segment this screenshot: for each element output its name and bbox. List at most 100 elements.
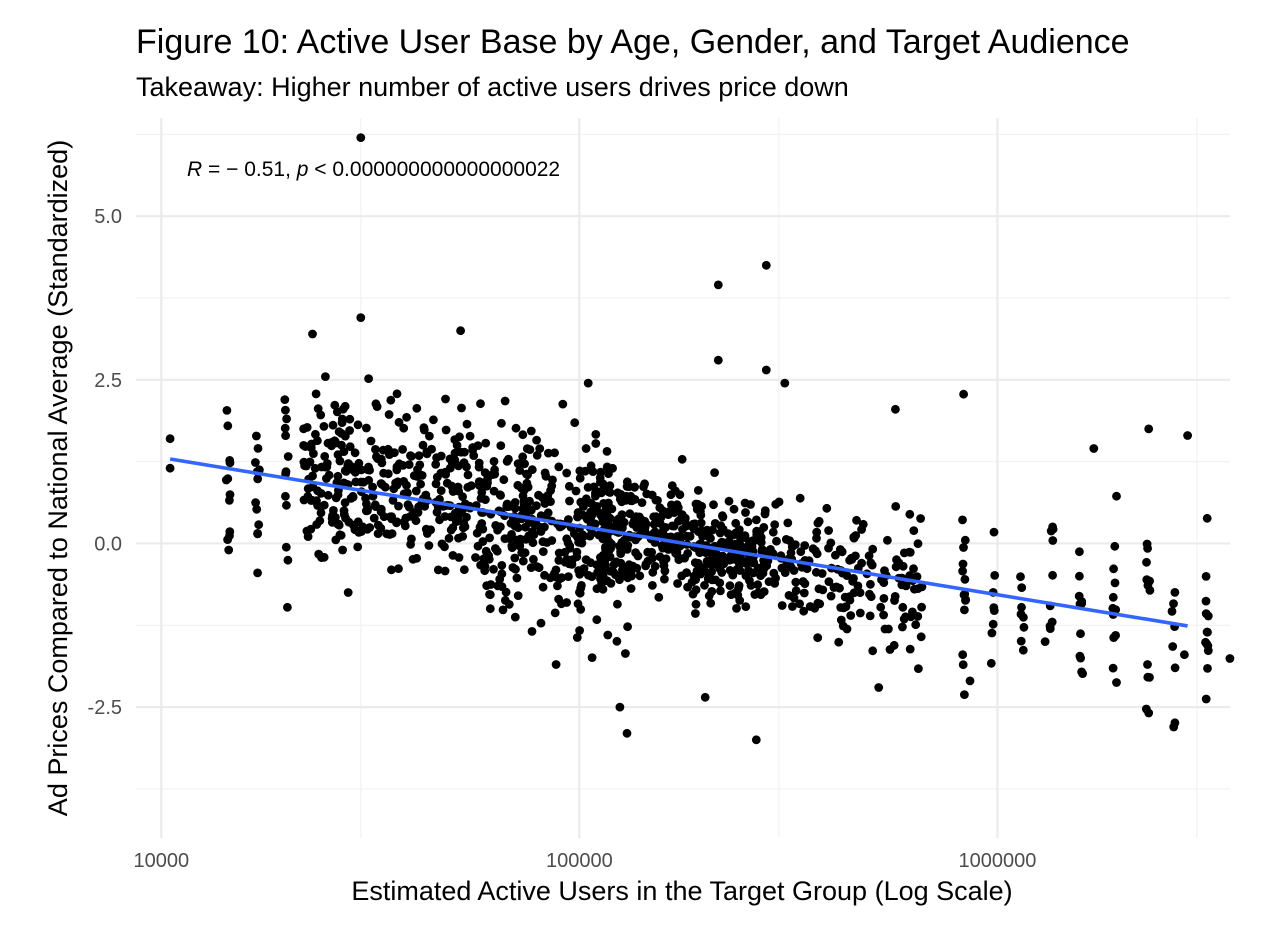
data-point: [458, 532, 468, 541]
data-point: [772, 536, 781, 546]
data-point: [846, 611, 856, 620]
data-point: [617, 510, 627, 519]
data-point: [581, 555, 591, 564]
data-point: [303, 532, 313, 541]
data-point: [510, 553, 520, 563]
data-point: [1144, 708, 1154, 718]
data-point: [891, 404, 900, 414]
data-point: [879, 610, 888, 620]
data-point: [281, 431, 290, 440]
data-point: [722, 538, 731, 548]
data-point: [760, 506, 770, 515]
data-point: [253, 529, 262, 538]
data-point: [507, 541, 517, 551]
data-point: [710, 519, 720, 528]
data-point: [421, 490, 431, 500]
y-tick-label: -2.5: [88, 697, 122, 719]
data-point: [473, 541, 483, 551]
data-point: [416, 479, 425, 489]
data-point: [1018, 645, 1028, 655]
data-point: [1143, 660, 1152, 669]
data-point: [800, 579, 810, 588]
data-point: [562, 598, 571, 607]
data-point: [422, 447, 432, 457]
data-point: [281, 491, 290, 501]
data-point: [534, 563, 544, 573]
data-point: [667, 500, 676, 510]
data-point: [321, 372, 330, 381]
data-point: [333, 471, 343, 481]
data-point: [441, 394, 450, 404]
data-point: [1074, 591, 1084, 601]
data-point: [497, 561, 507, 570]
data-point: [328, 420, 338, 430]
data-point: [866, 579, 875, 589]
data-point: [347, 462, 356, 472]
data-point: [770, 579, 780, 588]
data-point: [513, 459, 523, 468]
data-point: [734, 530, 744, 539]
data-point: [639, 482, 648, 492]
data-point: [906, 612, 916, 622]
data-point: [441, 425, 451, 435]
data-point: [372, 402, 382, 411]
data-point: [1076, 653, 1085, 663]
data-point: [497, 418, 506, 428]
data-point: [841, 602, 851, 611]
data-point: [756, 571, 765, 581]
p-symbol: p: [296, 158, 309, 181]
data-point: [958, 566, 967, 576]
data-point: [753, 563, 763, 573]
data-point: [867, 560, 877, 570]
data-point: [890, 596, 899, 605]
y-tick-label: 2.5: [94, 370, 122, 392]
data-point: [625, 492, 634, 502]
data-point: [480, 562, 490, 571]
data-point: [621, 649, 630, 658]
data-point: [734, 581, 744, 590]
data-point: [471, 553, 480, 562]
data-point: [743, 517, 753, 527]
data-point: [693, 486, 703, 495]
data-point: [783, 518, 793, 528]
trend-line: [169, 457, 1188, 628]
data-point: [642, 489, 652, 499]
data-point: [348, 492, 358, 502]
data-point: [223, 421, 233, 431]
data-point: [436, 486, 446, 495]
data-point: [713, 355, 723, 365]
data-point: [558, 399, 568, 409]
data-point: [648, 529, 658, 539]
data-point: [1168, 642, 1178, 651]
data-point: [1016, 609, 1026, 619]
data-point: [311, 429, 320, 439]
data-point: [491, 544, 500, 553]
data-point: [384, 410, 394, 419]
data-point: [615, 702, 625, 712]
data-point: [573, 512, 582, 522]
data-point: [889, 640, 899, 650]
data-point: [499, 475, 509, 485]
data-point: [529, 554, 538, 564]
data-point: [616, 547, 625, 556]
data-point: [1144, 424, 1154, 434]
data-point: [356, 133, 366, 143]
data-point: [691, 585, 701, 595]
data-point: [223, 535, 233, 544]
data-point: [252, 504, 262, 514]
data-point: [667, 521, 677, 531]
data-point: [836, 615, 846, 625]
data-point: [826, 591, 836, 601]
data-point: [814, 516, 824, 526]
data-point: [498, 605, 508, 615]
data-point: [633, 515, 643, 525]
data-point: [329, 506, 338, 515]
data-point: [697, 501, 707, 511]
data-point: [368, 482, 377, 492]
data-point: [252, 431, 261, 441]
data-point: [548, 475, 557, 485]
data-point: [1167, 607, 1177, 616]
data-point: [394, 564, 403, 574]
data-point: [892, 555, 901, 565]
data-point: [457, 507, 466, 516]
